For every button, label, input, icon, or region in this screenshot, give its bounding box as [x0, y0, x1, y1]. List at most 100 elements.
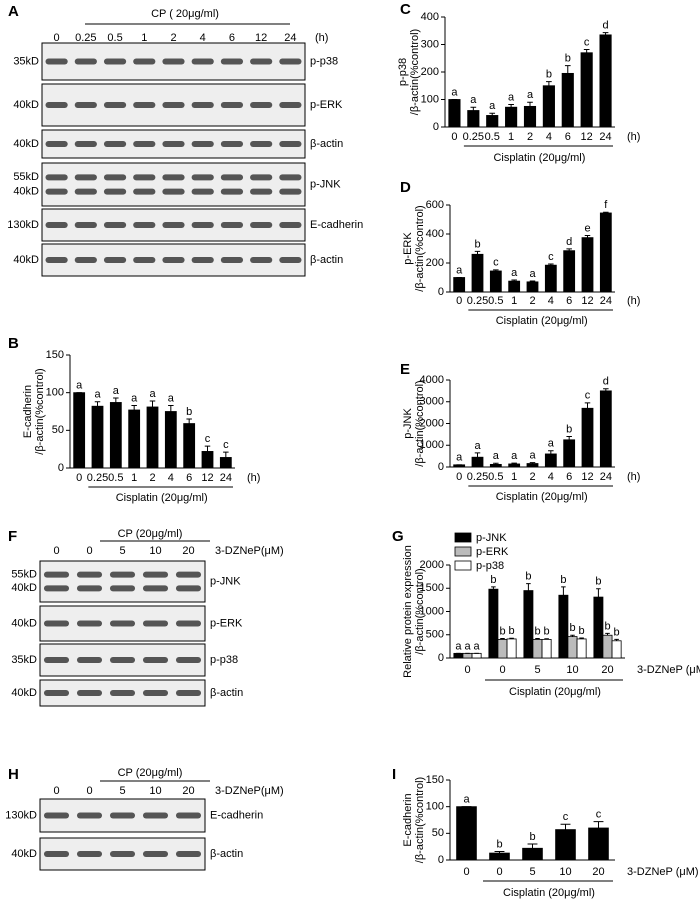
- y-axis-label: p-p38: [397, 58, 409, 86]
- significance-letter: a: [489, 100, 496, 112]
- kd-marker: 130kD: [5, 809, 37, 821]
- error-bar: [149, 400, 156, 407]
- band: [162, 141, 185, 147]
- band: [45, 188, 68, 195]
- error-bar: [131, 404, 137, 410]
- row-label: E-cadherin: [310, 219, 363, 231]
- y-axis-label: p-ERK: [402, 232, 414, 265]
- significance-letter: a: [455, 640, 462, 652]
- error-bar: [584, 234, 591, 238]
- error-bar: [603, 388, 609, 391]
- significance-letter: f: [604, 199, 608, 211]
- error-bar: [511, 279, 517, 282]
- band: [45, 222, 68, 228]
- significance-letter: c: [563, 811, 569, 823]
- band: [162, 174, 185, 181]
- band: [250, 222, 273, 228]
- band: [43, 657, 70, 663]
- error-bar: [593, 821, 604, 828]
- significance-letter: c: [585, 390, 591, 402]
- band: [279, 141, 302, 147]
- error-bar: [527, 101, 533, 107]
- bar: [183, 423, 196, 469]
- error-bar: [113, 397, 119, 403]
- significance-letter: b: [579, 625, 585, 637]
- panel-letter: D: [400, 179, 411, 196]
- bar: [489, 463, 502, 468]
- bar: [555, 829, 576, 861]
- panel-letter: A: [8, 3, 19, 20]
- error-bar: [470, 106, 477, 111]
- lane-label: 5: [119, 545, 125, 557]
- bar: [567, 636, 578, 659]
- bar: [453, 277, 466, 293]
- error-bar: [583, 48, 590, 53]
- band: [76, 620, 103, 627]
- band: [45, 58, 68, 65]
- error-bar: [508, 103, 514, 108]
- kd-marker: 40kD: [11, 687, 37, 699]
- significance-letter: b: [509, 625, 515, 637]
- bar: [448, 99, 461, 128]
- x-tick-label: 20: [601, 664, 613, 676]
- significance-letter: b: [499, 625, 505, 637]
- kd-marker: 40kD: [13, 99, 39, 111]
- band: [191, 141, 214, 147]
- significance-letter: a: [527, 89, 534, 101]
- band: [220, 188, 244, 195]
- band: [250, 58, 273, 65]
- x-tick-label: 4: [548, 295, 554, 307]
- x-axis-label: Cisplatin (20μg/ml): [509, 686, 601, 698]
- bar: [544, 264, 557, 293]
- x-tick-label: 0: [456, 295, 462, 307]
- band: [45, 174, 68, 181]
- x-axis-label: Cisplatin (20μg/ml): [496, 315, 588, 327]
- significance-letter: a: [451, 86, 458, 98]
- x-tick-label: 0.25: [463, 131, 484, 143]
- x-tick-label: 0: [463, 866, 469, 878]
- error-bar: [546, 81, 552, 86]
- bar: [164, 411, 177, 469]
- bar: [526, 463, 539, 468]
- lane-label: 0: [53, 545, 59, 557]
- bar: [563, 439, 576, 468]
- x-tick-label: 1: [511, 295, 517, 307]
- band: [162, 102, 185, 108]
- significance-letter: b: [186, 406, 192, 418]
- bar: [576, 638, 587, 659]
- bar: [523, 590, 534, 659]
- bar: [471, 456, 484, 468]
- significance-letter: a: [113, 385, 120, 397]
- lane-label: 0: [86, 785, 92, 797]
- band: [103, 102, 127, 108]
- error-bar: [561, 586, 566, 596]
- band: [103, 58, 127, 65]
- significance-letter: a: [474, 640, 481, 652]
- error-bar: [596, 588, 601, 598]
- bar: [558, 594, 569, 659]
- significance-letter: b: [534, 625, 540, 637]
- significance-letter: a: [511, 267, 518, 279]
- kd-marker: 35kD: [11, 654, 37, 666]
- lane-label: 24: [284, 32, 296, 44]
- panel-letter: I: [392, 766, 396, 783]
- significance-letter: d: [603, 376, 609, 388]
- error-bar: [489, 112, 496, 116]
- bar: [588, 827, 609, 861]
- bar: [471, 253, 484, 293]
- significance-letter: c: [223, 439, 229, 451]
- bar: [462, 652, 473, 659]
- kd-marker: 40kD: [13, 138, 39, 150]
- row-label: p-JNK: [310, 178, 341, 190]
- band: [74, 141, 97, 147]
- row-label: β-actin: [310, 138, 343, 150]
- band: [103, 174, 127, 181]
- band: [43, 690, 70, 696]
- significance-letter: b: [544, 626, 550, 638]
- band: [279, 188, 302, 195]
- band: [175, 620, 202, 627]
- significance-letter: c: [596, 809, 602, 821]
- bar: [219, 457, 232, 469]
- significance-letter: a: [474, 440, 481, 452]
- significance-letter: c: [584, 36, 590, 48]
